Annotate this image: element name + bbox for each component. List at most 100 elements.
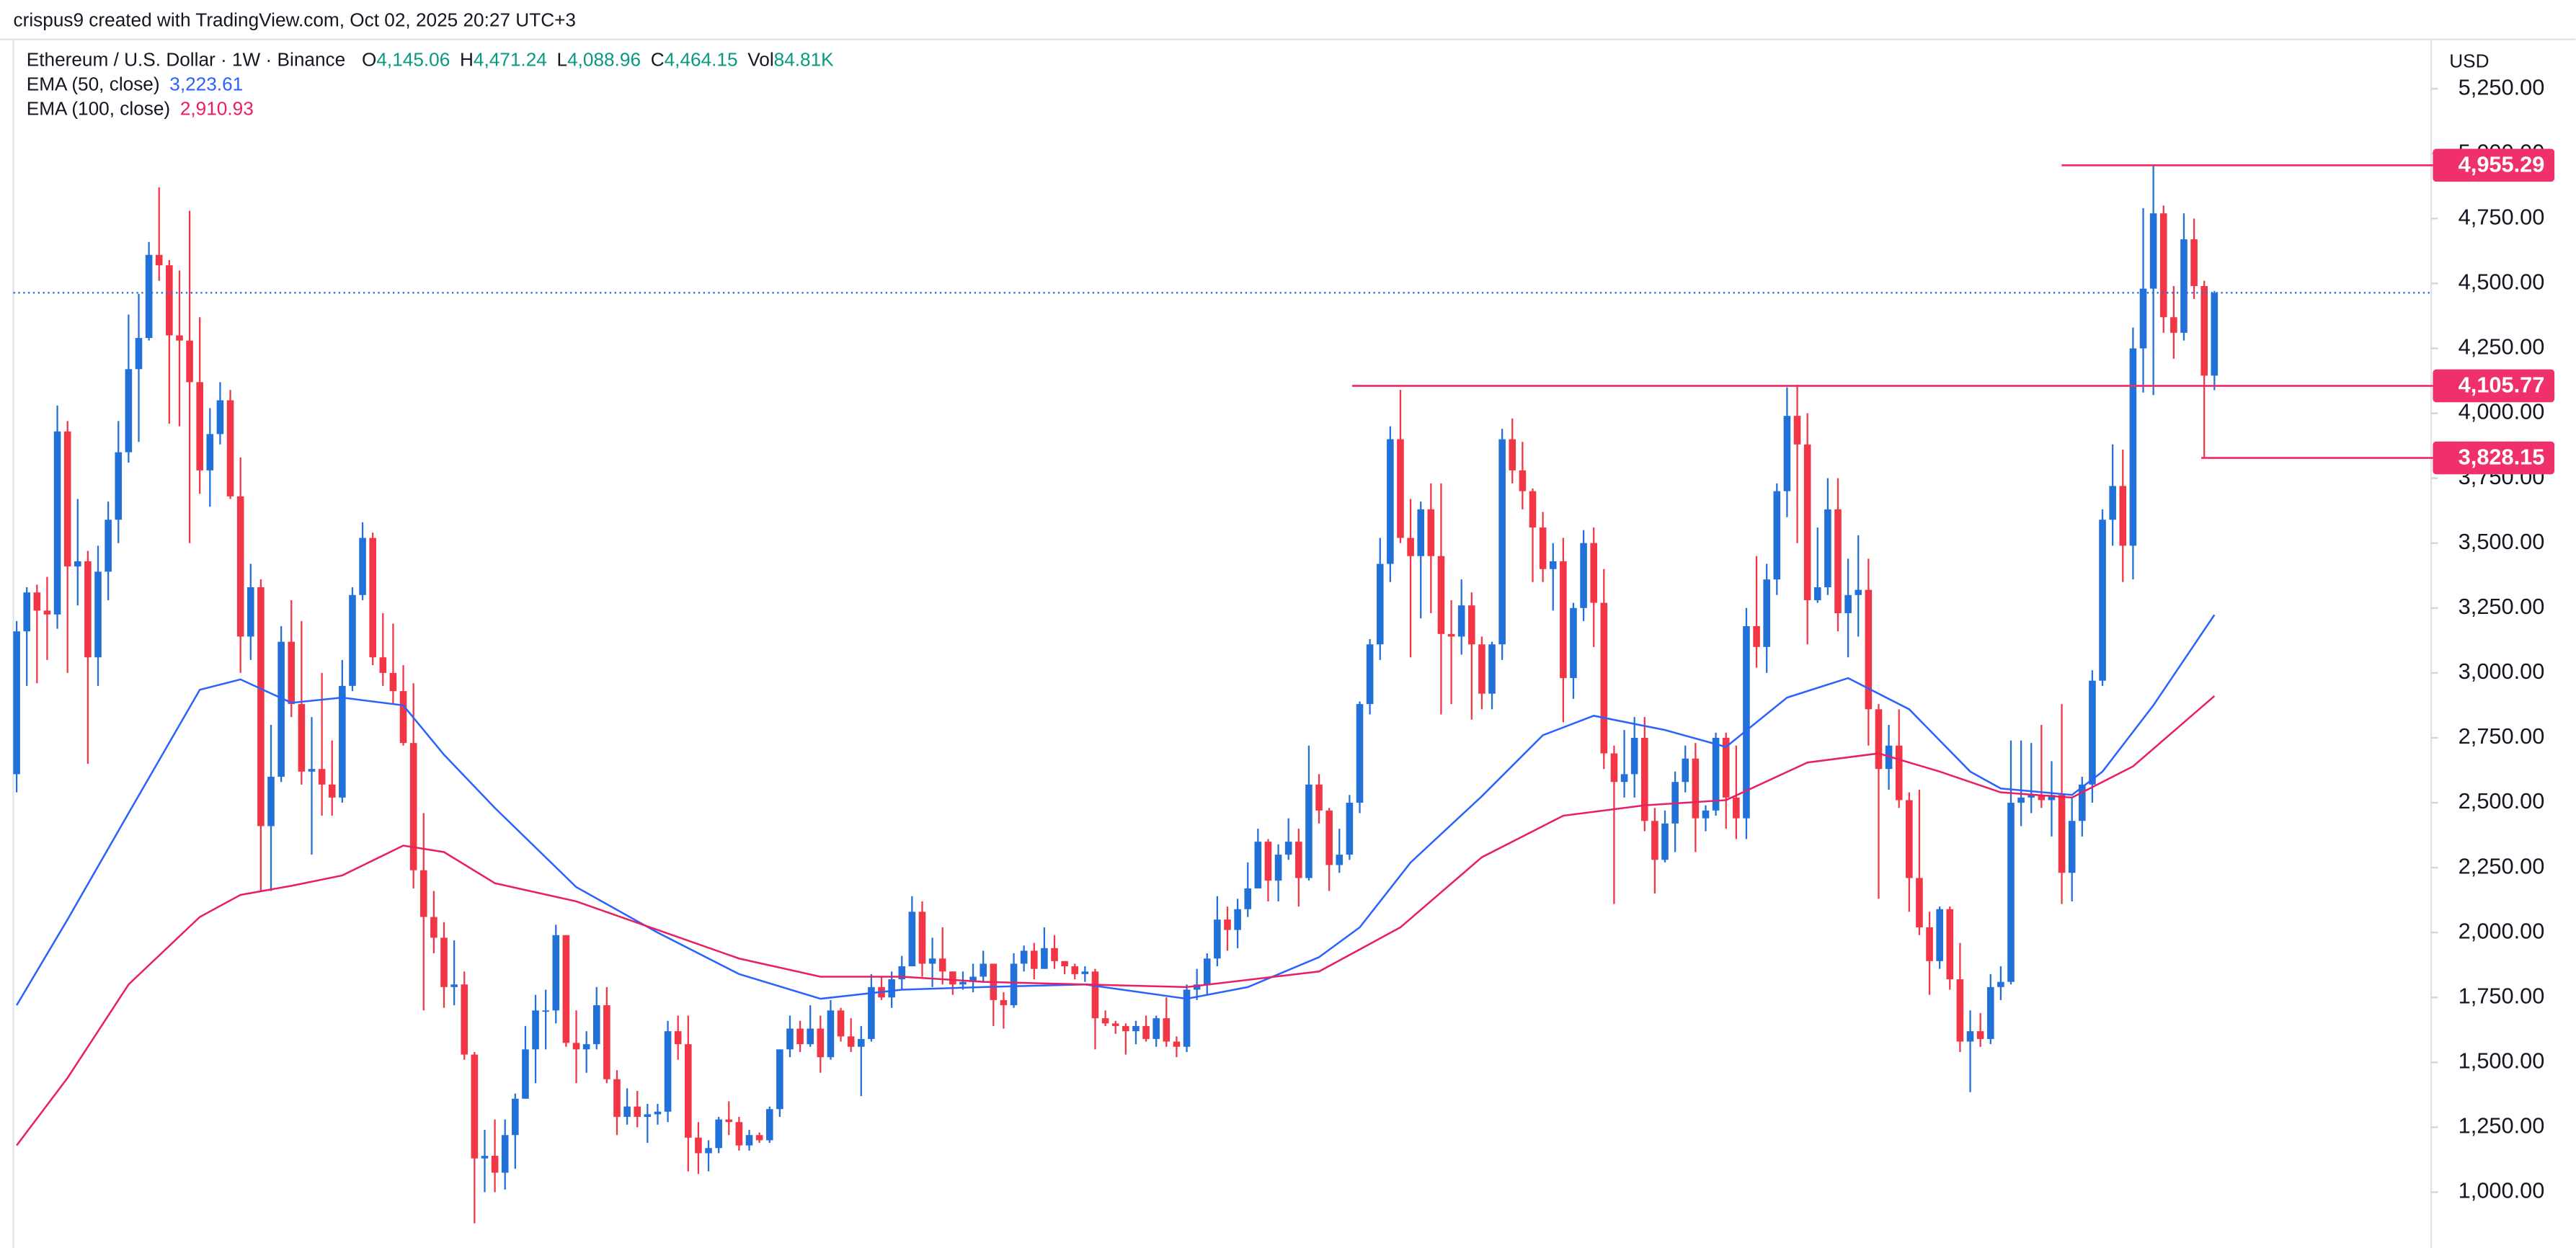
candle-body xyxy=(1193,984,1201,990)
candle-body xyxy=(868,986,875,1039)
candle-body xyxy=(695,1137,702,1154)
candle-body xyxy=(1091,971,1099,1019)
candle-body xyxy=(1346,803,1354,855)
candle-body xyxy=(1020,950,1028,964)
candle-body xyxy=(745,1135,753,1146)
candle-body xyxy=(1051,948,1058,961)
candle-body xyxy=(1467,605,1475,645)
candle-body xyxy=(440,937,448,987)
y-tick-label: 1,750.00 xyxy=(2459,983,2545,1008)
candle-body xyxy=(267,777,275,826)
candle-body xyxy=(1986,986,1994,1039)
y-tick-label: 1,250.00 xyxy=(2459,1113,2545,1138)
candle-body xyxy=(1407,538,1414,556)
candle-body xyxy=(450,984,458,987)
candle-body xyxy=(328,784,336,798)
candle-body xyxy=(1702,810,1710,819)
candle-body xyxy=(33,592,41,611)
candle-body xyxy=(1763,579,1770,647)
candle-body xyxy=(1254,842,1262,888)
candle-body xyxy=(1783,416,1791,491)
candle-body xyxy=(644,1114,652,1118)
candle-body xyxy=(1397,439,1404,538)
candle-body xyxy=(1498,439,1506,645)
candle-body xyxy=(419,870,427,917)
candle-body xyxy=(512,1098,519,1136)
candle-body xyxy=(1682,758,1689,783)
candle-body xyxy=(1376,563,1384,645)
candle-body xyxy=(2180,239,2188,333)
candle-body xyxy=(115,452,123,520)
candle-body xyxy=(1183,989,1191,1047)
candle-body xyxy=(257,587,265,826)
candle-body xyxy=(1560,561,1567,679)
candle-body xyxy=(1427,509,1435,556)
candle-body xyxy=(582,1044,590,1050)
candle-body xyxy=(1152,1018,1160,1039)
candle-body xyxy=(725,1119,733,1123)
y-tick-label: 5,250.00 xyxy=(2459,74,2545,99)
ema-line xyxy=(16,614,2216,1006)
candle-body xyxy=(1041,948,1048,969)
legend-field-label: C xyxy=(651,48,665,70)
candle-body xyxy=(807,1028,814,1045)
level-label-bg xyxy=(2433,369,2555,403)
candle-body xyxy=(1325,810,1333,865)
ema-line xyxy=(16,695,2216,1146)
candle-body xyxy=(298,704,306,772)
candle-body xyxy=(1956,979,1964,1042)
candle-body xyxy=(399,691,407,744)
candle-body xyxy=(796,1028,804,1045)
candle-body xyxy=(63,431,71,567)
candle-body xyxy=(888,979,895,998)
candle-body xyxy=(491,1156,499,1173)
legend-field-value: 4,471.24 xyxy=(474,48,547,70)
y-tick-label: 4,000.00 xyxy=(2459,399,2545,424)
candle-body xyxy=(1203,958,1211,985)
candle-body xyxy=(928,958,936,964)
candle-body xyxy=(339,685,346,798)
candle-body xyxy=(1437,556,1445,634)
candle-body xyxy=(1132,1025,1140,1032)
candle-body xyxy=(196,382,203,471)
y-tick-label: 1,000.00 xyxy=(2459,1178,2545,1203)
legend-field-value: 4,145.06 xyxy=(376,48,450,70)
candle-body xyxy=(2007,803,2015,982)
candle-body xyxy=(1071,966,1079,974)
candle-body xyxy=(1000,999,1008,1006)
candle-body xyxy=(1976,1031,1984,1039)
legend-field-value: 4,088.96 xyxy=(567,48,641,70)
candle-body xyxy=(918,912,926,964)
candle-body xyxy=(1315,784,1323,811)
candle-body xyxy=(145,254,153,339)
candle-body xyxy=(349,594,356,686)
candle-body xyxy=(1264,842,1272,881)
candle-body xyxy=(1173,1041,1181,1047)
candle-body xyxy=(94,571,102,658)
candle-body xyxy=(1895,745,1903,801)
candle-body xyxy=(125,369,133,453)
candle-body xyxy=(685,1044,692,1138)
candle-body xyxy=(135,338,143,370)
legend: Ethereum / U.S. Dollar · 1W · Binance O4,… xyxy=(27,48,834,119)
candle-body xyxy=(2017,797,2025,803)
candle-body xyxy=(1274,855,1282,881)
candle-body xyxy=(786,1028,794,1050)
candle-body xyxy=(2149,213,2157,289)
candle-body xyxy=(2099,520,2106,681)
legend-symbol-row: Ethereum / U.S. Dollar · 1W · Binance O4,… xyxy=(27,48,834,70)
legend-ema-name: EMA (50, close) xyxy=(27,73,160,94)
legend-field-label: L xyxy=(557,48,568,70)
candle-body xyxy=(1366,644,1374,705)
candle-body xyxy=(1733,797,1740,819)
candle-body xyxy=(1916,878,1923,928)
candle-body xyxy=(1926,927,1933,961)
candle-body xyxy=(176,335,183,341)
candle-body xyxy=(409,743,417,870)
candle-body xyxy=(613,1079,621,1118)
candle-body xyxy=(949,971,956,985)
candle-body xyxy=(1753,626,1760,647)
